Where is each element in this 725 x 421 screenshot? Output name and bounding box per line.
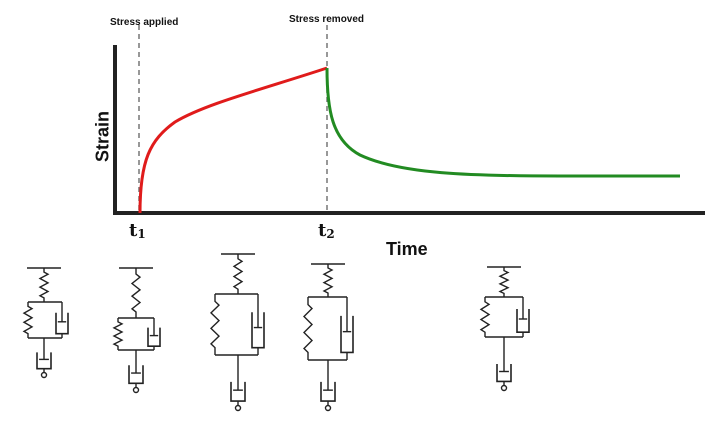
- model-5-spring: [498, 267, 510, 297]
- stress-applied-label: Stress applied: [110, 17, 179, 28]
- tick-t2-sub: 2: [326, 227, 335, 241]
- model-1-kelvin-spring: [22, 302, 34, 338]
- stress-removed-label: Stress removed: [289, 14, 365, 25]
- tick-t2: t2: [318, 220, 335, 241]
- creep-curve: [138, 66, 328, 214]
- tick-t1-sub: 1: [137, 227, 146, 241]
- viscoelastic-models: [22, 253, 530, 412]
- model-3-endpoint: [234, 404, 242, 412]
- recovery-curve: [325, 67, 680, 178]
- tick-t1-main: t: [129, 220, 138, 241]
- y-axis-label: Strain: [92, 111, 113, 163]
- tick-t1: t1: [129, 220, 146, 241]
- model-2-kelvin-spring: [112, 318, 124, 350]
- model-3-kelvin-spring: [209, 294, 221, 355]
- model-4-kelvin-spring: [303, 297, 313, 360]
- model-5-endpoint: [500, 384, 508, 392]
- model-2-endpoint: [132, 386, 140, 394]
- model-5-kelvin-spring: [479, 297, 491, 337]
- model-3-spring: [232, 254, 244, 294]
- model-1-spring: [38, 268, 50, 302]
- model-1-endpoint: [40, 371, 48, 379]
- x-axis-label: Time: [386, 239, 428, 259]
- model-4-endpoint: [324, 404, 332, 412]
- tick-t2-main: t: [318, 220, 327, 241]
- model-4-spring: [322, 264, 334, 297]
- model-2-spring: [130, 268, 142, 318]
